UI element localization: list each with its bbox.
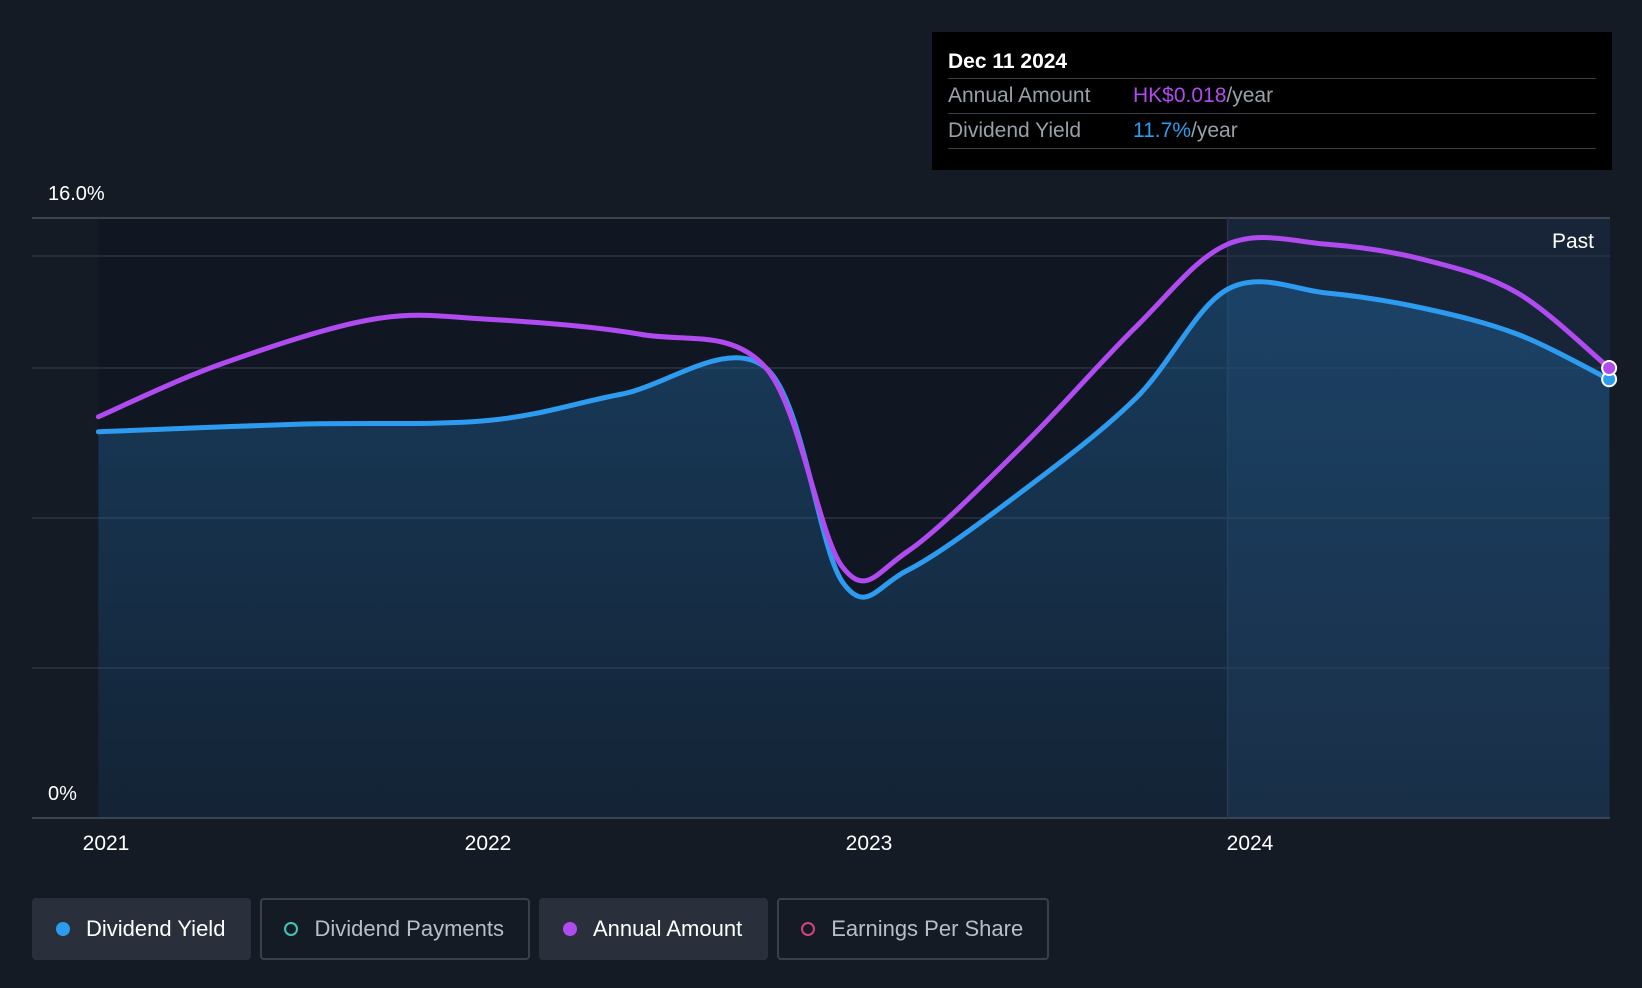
legend-dividend-yield[interactable]: Dividend Yield	[32, 898, 252, 960]
legend-earnings-per-share-dot	[801, 922, 816, 936]
tooltip-dividend-yield-unit: /year	[1191, 119, 1238, 142]
tooltip-annual-amount-unit: /year	[1226, 84, 1274, 107]
y-axis-min-label: 0%	[48, 783, 77, 805]
legend-dividend-yield-dot	[56, 922, 70, 936]
chart-legend: Dividend Yield Dividend Payments Annual …	[32, 898, 1050, 960]
legend-dividend-payments-label: Dividend Payments	[314, 916, 504, 941]
y-axis-max-label: 16.0%	[48, 183, 105, 205]
legend-earnings-per-share[interactable]: Earnings Per Share	[777, 898, 1050, 960]
legend-dividend-yield-label: Dividend Yield	[86, 916, 226, 941]
x-tick-2024: 2024	[1226, 832, 1274, 855]
legend-annual-amount-label: Annual Amount	[592, 916, 743, 941]
legend-earnings-per-share-label: Earnings Per Share	[831, 916, 1024, 941]
dividend-yield-area	[98, 281, 1610, 818]
tooltip-row-dividend-yield: Dividend Yield 11.7% /year	[948, 114, 1596, 149]
legend-annual-amount[interactable]: Annual Amount	[538, 898, 769, 960]
annual-amount-endpoint-marker	[1601, 360, 1618, 376]
legend-dividend-payments[interactable]: Dividend Payments	[260, 898, 530, 960]
legend-dividend-payments-dot	[284, 922, 299, 936]
x-tick-2022: 2022	[464, 832, 512, 855]
tooltip-row-annual-amount: Annual Amount HK$0.018 /year	[948, 79, 1596, 114]
legend-annual-amount-dot	[562, 922, 577, 936]
dividend-yield-line	[95, 279, 1612, 600]
past-label: Past	[1551, 230, 1594, 253]
tooltip-dividend-yield-label: Dividend Yield	[948, 119, 1082, 142]
chart-tooltip: Dec 11 2024 Annual Amount HK$0.018 /year…	[932, 32, 1612, 170]
tooltip-dividend-yield-value: 11.7%	[1133, 119, 1191, 142]
tooltip-annual-amount-value: HK$0.018	[1133, 84, 1227, 107]
x-tick-2023: 2023	[845, 832, 893, 855]
x-tick-2021: 2021	[82, 832, 130, 855]
annual-amount-line	[95, 235, 1612, 584]
tooltip-annual-amount-label: Annual Amount	[948, 84, 1091, 107]
tooltip-date: Dec 11 2024	[948, 46, 1596, 79]
